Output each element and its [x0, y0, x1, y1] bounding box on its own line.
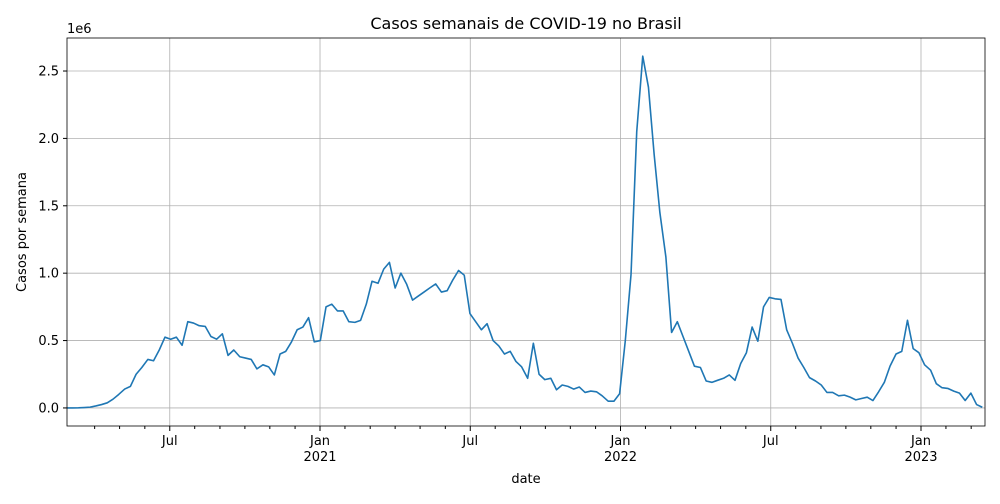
- y-tick-label: 2.5: [38, 65, 59, 80]
- y-offset-text: 1e6: [67, 22, 92, 37]
- x-tick-label: Jul: [762, 434, 779, 449]
- y-tick-label: 2.0: [38, 132, 59, 147]
- chart-title: Casos semanais de COVID-19 no Brasil: [370, 14, 681, 33]
- y-tick-label: 1.5: [38, 199, 59, 214]
- x-tick-label: Jan 2023: [904, 434, 937, 465]
- plot-frame: [66, 37, 986, 427]
- y-tick-label: 1.0: [38, 267, 59, 282]
- x-tick-label: Jan 2021: [303, 434, 336, 465]
- x-tick-label: Jul: [461, 434, 478, 449]
- x-tick-label: Jul: [161, 434, 178, 449]
- data-line: [67, 55, 983, 409]
- y-axis-label: Casos por semana: [15, 172, 30, 292]
- x-axis-label: date: [511, 472, 540, 487]
- y-tick-label: 0.0: [38, 401, 59, 416]
- x-tick-label: Jan 2022: [604, 434, 637, 465]
- y-tick-label: 0.5: [38, 334, 59, 349]
